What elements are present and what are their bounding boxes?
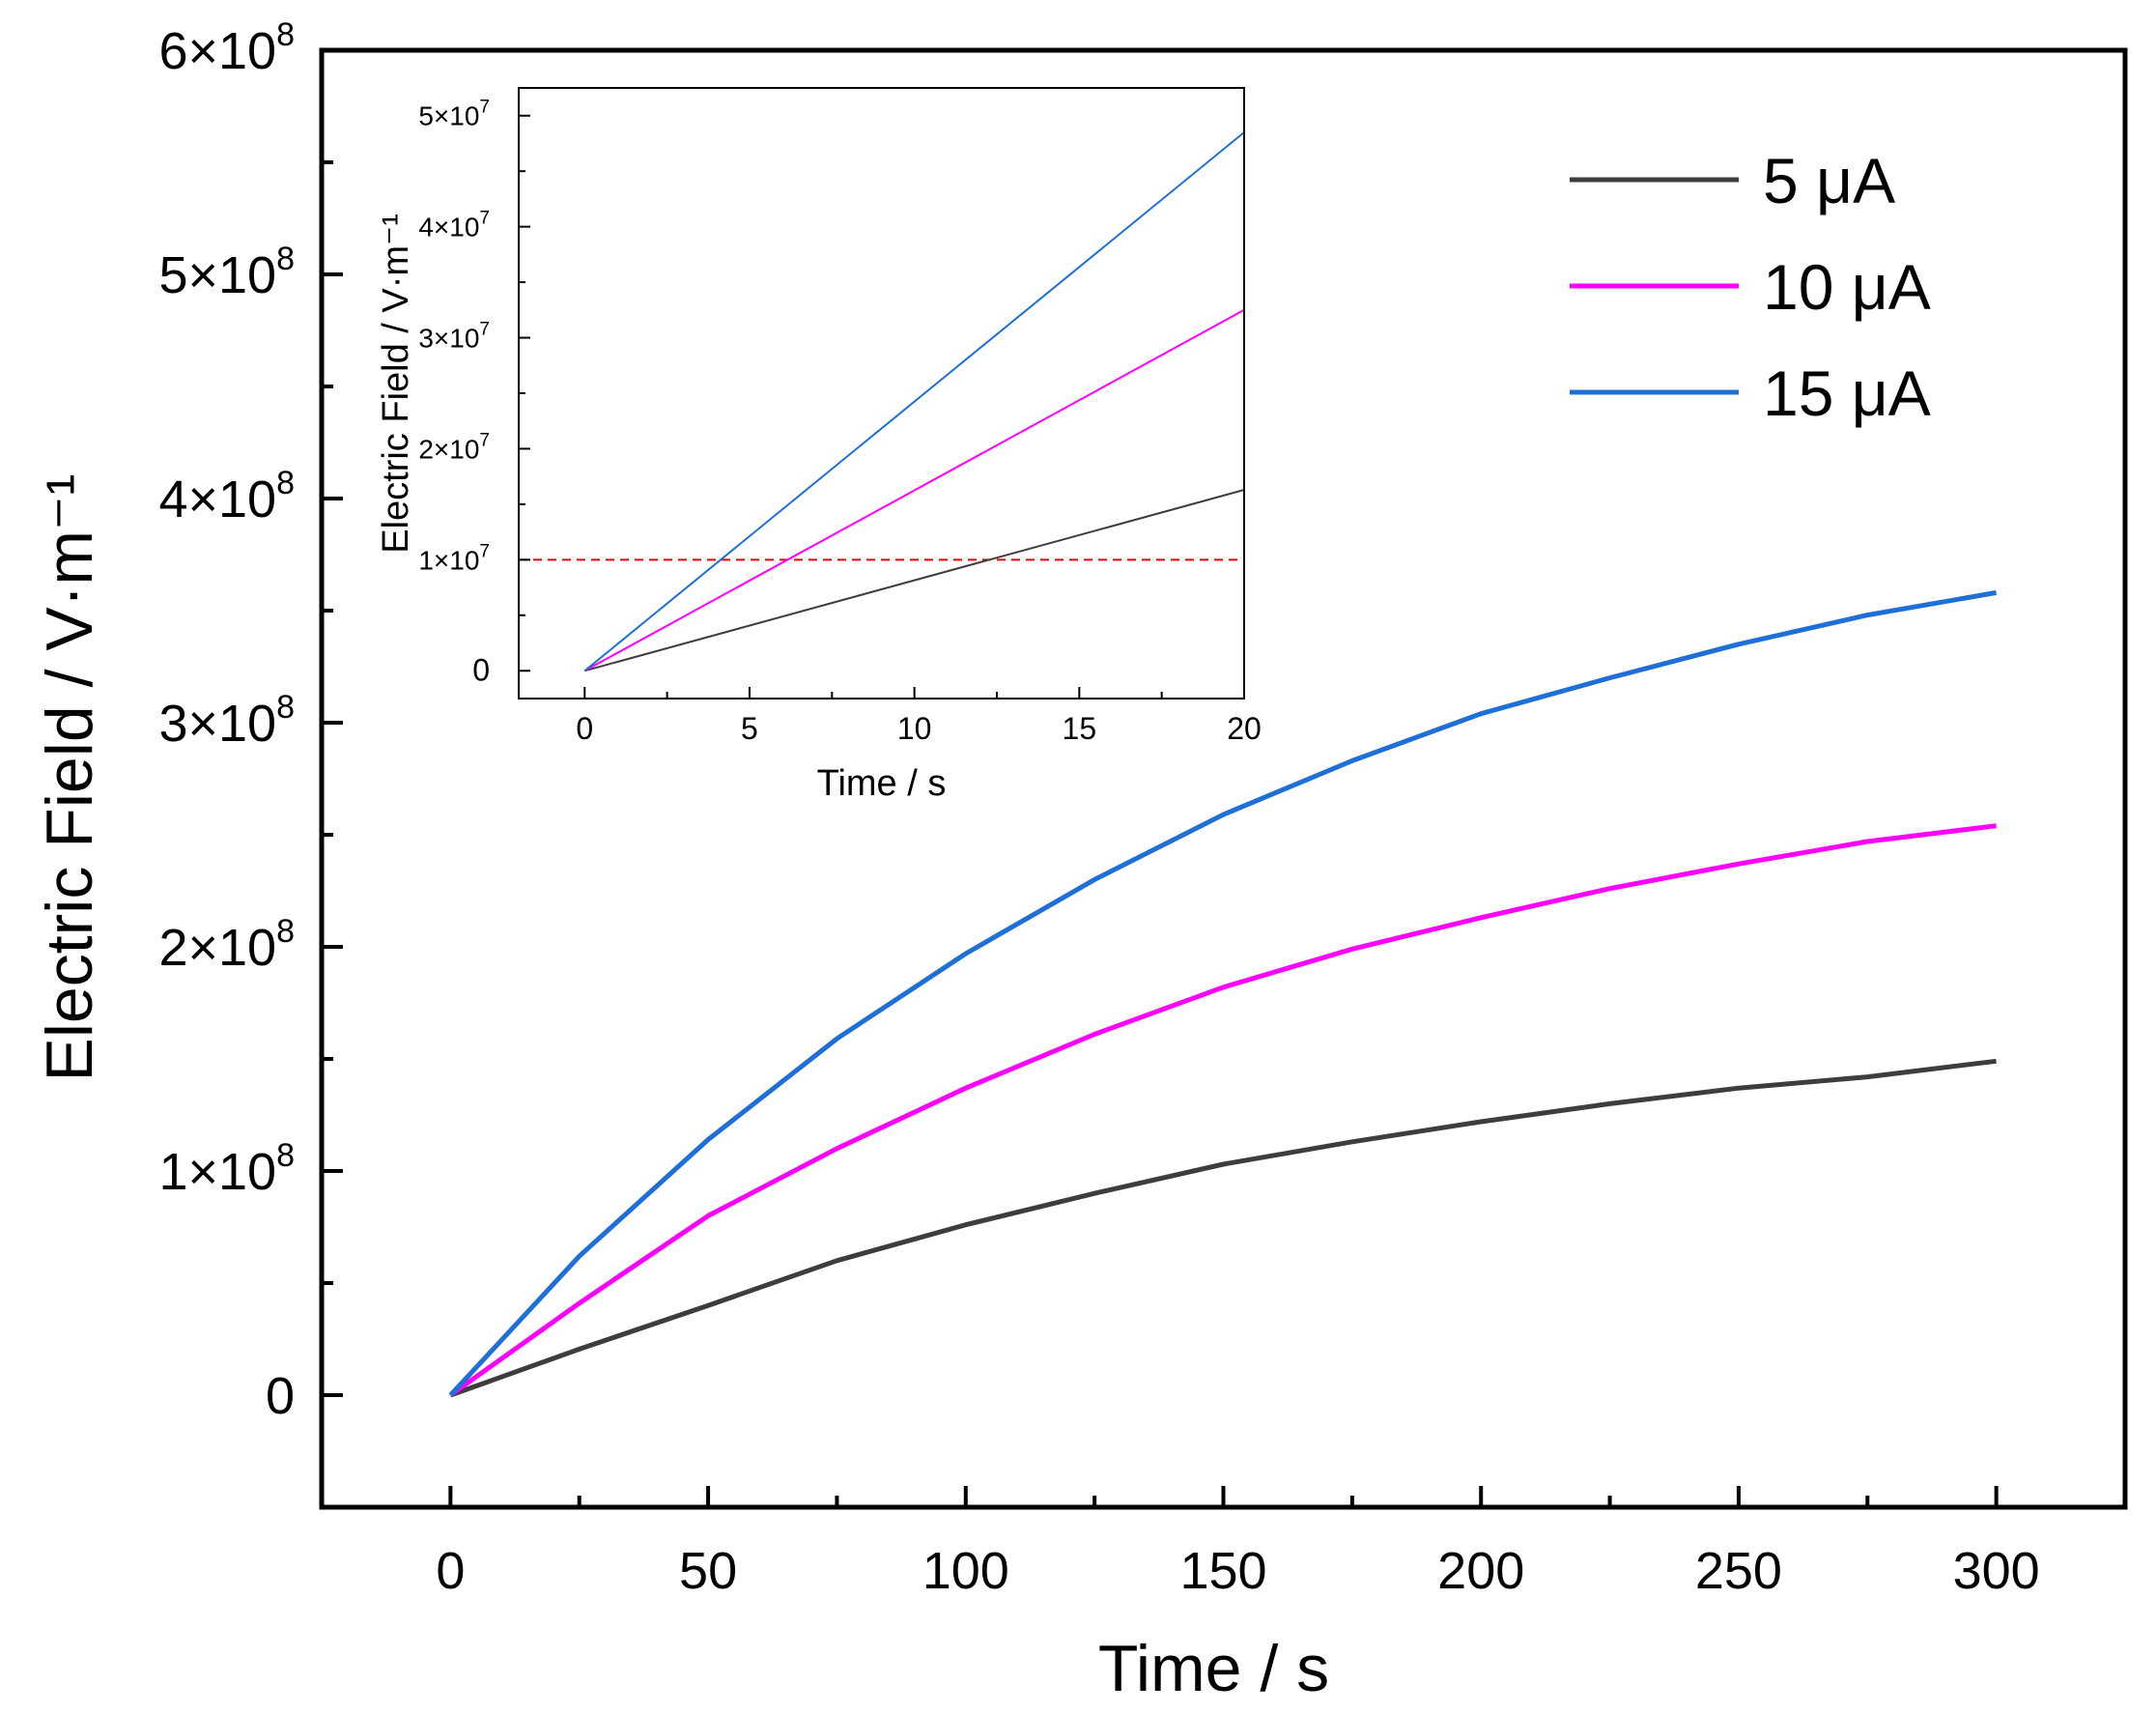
inset-y-axis-title: Electric Field / V·m⁻¹ (376, 214, 416, 554)
inset-series-line-1 (584, 489, 1245, 672)
inset-y-tick-label: 1×107 (418, 541, 490, 575)
main-x-tick-label: 0 (436, 1542, 465, 1600)
inset-x-tick-label: 5 (741, 711, 758, 746)
inset-chart: 0 5 10 15 20 0 1×107 2×107 3×107 4×107 5×107 Time /… (376, 87, 1262, 804)
inset-x-axis-title: Time / s (817, 763, 947, 804)
legend-label-3: 15 μA (1763, 357, 1931, 429)
main-series-line-2 (448, 823, 1997, 1398)
inset-y-tick-label: 5×107 (418, 98, 490, 131)
legend-label-2: 10 μA (1763, 251, 1931, 323)
main-x-tick-label: 200 (1437, 1542, 1524, 1600)
main-y-tick-label: 1×108 (158, 1137, 295, 1201)
main-y-tick-label: 3×108 (158, 689, 295, 753)
main-y-tick-label: 2×108 (158, 913, 295, 977)
inset-x-tick-label: 0 (576, 711, 593, 746)
main-x-tick-label: 250 (1695, 1542, 1782, 1600)
inset-series-line-3 (583, 131, 1245, 672)
main-chart: 0 50 100 150 200 250 30001×1082×1083×1084×1085… (33, 16, 2128, 1705)
main-x-axis-title: Time / s (1098, 1632, 1329, 1705)
main-y-tick-label: 0 (266, 1367, 295, 1425)
main-y-axis-title: Electric Field / V·m⁻¹ (33, 473, 106, 1081)
main-y-tick-label: 6×108 (158, 16, 295, 80)
main-x-tick-label: 100 (922, 1542, 1009, 1600)
main-series-line-1 (449, 1058, 1997, 1398)
inset-y-tick-label: 3×107 (418, 320, 490, 354)
inset-y-tick-label: 0 (472, 652, 490, 687)
main-x-tick-label: 300 (1953, 1542, 2040, 1600)
inset-y-tick-label: 4×107 (418, 209, 490, 243)
inset-background (519, 88, 1244, 699)
legend-label-1: 5 μA (1763, 145, 1895, 216)
inset-x-tick-label: 10 (897, 711, 932, 746)
inset-x-tick-label: 15 (1063, 711, 1097, 746)
main-y-tick-label: 5×108 (158, 241, 295, 304)
main-y-tick-label: 4×108 (158, 465, 295, 528)
legend: 5 μA 10 μA 15 μA (1570, 145, 1931, 429)
inset-x-tick-label: 20 (1227, 711, 1262, 746)
main-series-line-3 (448, 589, 1998, 1397)
main-x-tick-label: 50 (679, 1542, 737, 1600)
inset-y-tick-label: 2×107 (418, 430, 490, 464)
main-x-tick-label: 150 (1179, 1542, 1266, 1600)
inset-series-line-2 (583, 308, 1245, 672)
